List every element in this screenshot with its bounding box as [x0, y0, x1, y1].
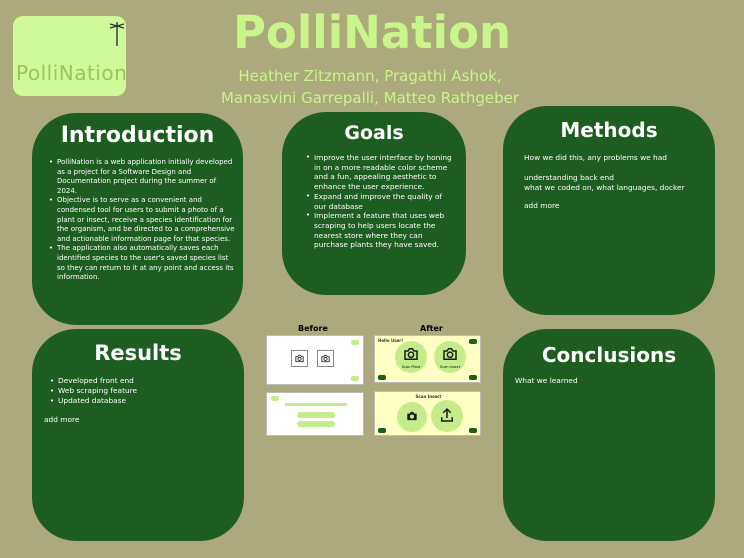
methods-panel: Methods How we did this, any problems we… — [503, 106, 715, 315]
goals-bullet: Implement a feature that uses web scrapi… — [306, 211, 456, 250]
after-bottom-left-button — [378, 375, 386, 380]
results-bullet: Developed front end — [50, 376, 230, 386]
goals-title: Goals — [344, 122, 404, 144]
introduction-list: PolliNation is a web application initial… — [49, 158, 235, 283]
introduction-title: Introduction — [60, 123, 215, 148]
before-screenshot-scan — [266, 392, 364, 436]
results-panel: Results Developed front end Web scraping… — [32, 329, 244, 541]
conclusions-text: What we learned — [515, 376, 578, 385]
logo-text: PolliNation — [16, 61, 128, 85]
conclusions-title: Conclusions — [541, 343, 677, 367]
before-camera-box — [317, 350, 334, 367]
upload-icon — [441, 407, 453, 422]
methods-line: How we did this, any problems we had — [524, 153, 667, 162]
authors-line-1: Heather Zitzmann, Pragathi Ashok, — [238, 67, 502, 85]
before-camera-box — [291, 350, 308, 367]
before-heading-bar — [285, 403, 347, 406]
methods-line: understanding back end — [524, 173, 614, 182]
results-more: add more — [44, 415, 80, 424]
introduction-panel: Introduction PolliNation is a web applic… — [32, 113, 243, 325]
after-top-button — [469, 339, 477, 344]
after-screenshot-home: Hello User! Scan Plant Scan Insect — [374, 335, 481, 383]
methods-line: add more — [524, 201, 560, 210]
camera-icon — [404, 348, 418, 360]
goals-panel: Goals Improve the user interface by honi… — [282, 112, 466, 295]
after-scan-plant-circle: Scan Plant — [395, 341, 427, 373]
methods-line: what we coded on, what languages, docker — [524, 183, 685, 192]
results-bullet: Updated database — [50, 396, 230, 406]
after-scan-right-button — [469, 428, 477, 433]
camera-icon — [295, 354, 304, 363]
after-take-photo-circle — [397, 402, 427, 432]
before-bottom-button — [351, 376, 359, 381]
after-scan-plant-label: Scan Plant — [401, 365, 421, 369]
after-greeting: Hello User! — [378, 338, 404, 343]
after-screenshot-scan: Scan Insect — [374, 391, 481, 436]
conclusions-panel: Conclusions What we learned — [503, 329, 715, 541]
after-label: After — [420, 324, 443, 333]
camera-icon — [407, 411, 417, 421]
logo: PolliNation — [13, 16, 128, 96]
goals-list: Improve the user interface by honing in … — [306, 153, 456, 250]
dragonfly-icon — [109, 22, 125, 46]
introduction-bullet: The application also automatically saves… — [49, 244, 235, 282]
after-scan-insect-circle: Scan Insect — [434, 341, 466, 373]
camera-icon — [321, 354, 330, 363]
methods-title: Methods — [560, 118, 658, 142]
results-title: Results — [94, 341, 182, 365]
before-pill-2 — [297, 421, 335, 427]
methods-body: How we did this, any problems we had und… — [524, 153, 704, 211]
before-pill-1 — [297, 412, 335, 418]
after-scan-insect-label: Scan Insect — [439, 365, 461, 369]
authors-line-2: Manasvini Garrepalli, Matteo Rathgeber — [220, 89, 520, 107]
goals-bullet: Improve the user interface by honing in … — [306, 153, 456, 192]
results-list: Developed front end Web scraping feature… — [50, 376, 230, 406]
after-bottom-right-button — [469, 375, 477, 380]
before-back-button — [271, 396, 279, 401]
after-upload-circle — [431, 400, 463, 432]
before-label: Before — [298, 324, 328, 333]
goals-bullet: Expand and improve the quality of our da… — [306, 192, 456, 211]
poster-title: PolliNation — [232, 6, 512, 59]
after-scan-left-button — [378, 428, 386, 433]
camera-icon — [443, 348, 457, 360]
introduction-bullet: Objective is to serve as a convenient an… — [49, 196, 235, 244]
before-screenshot-home — [266, 335, 364, 385]
after-scan-title: Scan Insect — [415, 394, 442, 399]
introduction-bullet: PolliNation is a web application initial… — [49, 158, 235, 196]
before-top-button — [351, 340, 359, 345]
results-bullet: Web scraping feature — [50, 386, 230, 396]
